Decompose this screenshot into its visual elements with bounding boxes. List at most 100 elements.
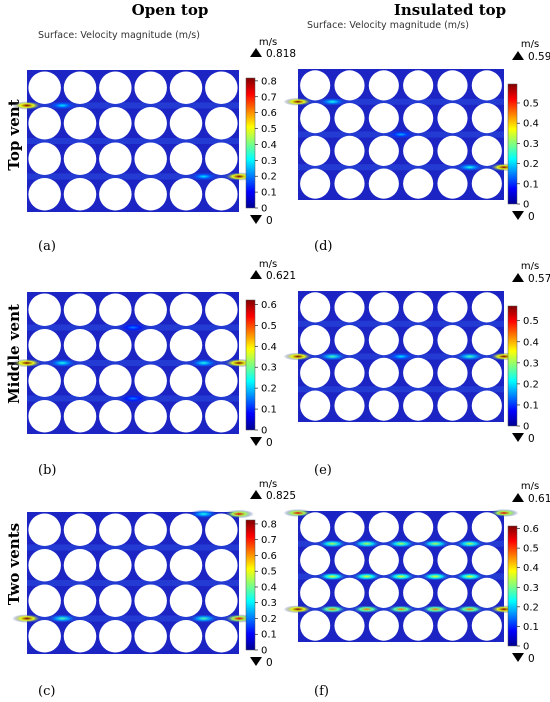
colorbar-tick-label-b: 0.5 bbox=[261, 321, 277, 332]
row-label-top-vent: Top vent bbox=[5, 99, 23, 171]
tube-d bbox=[300, 168, 331, 199]
velocity-hotspot-e bbox=[386, 352, 416, 361]
colorbar-tick-label-a: 0.8 bbox=[261, 76, 277, 87]
colorbar-tick-label-c: 0.5 bbox=[261, 567, 277, 578]
tube-b bbox=[205, 364, 238, 398]
colorbar-tick-label-f: 0.5 bbox=[523, 544, 539, 555]
colorbar-min-d: 0 bbox=[528, 211, 535, 223]
max-triangle-icon bbox=[512, 493, 524, 502]
max-triangle-icon bbox=[512, 273, 524, 282]
colorbar-tick-label-e: 0.2 bbox=[523, 379, 539, 390]
colorbar-tick-label-a: 0.6 bbox=[261, 108, 277, 119]
tube-a bbox=[134, 106, 167, 140]
colorbar-unit-b: m/s bbox=[259, 259, 277, 270]
tube-c bbox=[28, 513, 61, 547]
colorbar-tick-label-d: 0.3 bbox=[523, 139, 539, 150]
velocity-plot-b: m/s0.621 0 0.6 0.5 0.4 0.3 0.2 0.1 0 bbox=[12, 259, 296, 449]
velocity-hotspot-f bbox=[317, 539, 347, 548]
tube-b bbox=[134, 364, 167, 398]
tube-a bbox=[28, 71, 61, 105]
flow-channel-c bbox=[27, 615, 239, 622]
velocity-hotspot-f bbox=[317, 572, 347, 581]
tube-d bbox=[437, 70, 468, 101]
colorbar-unit-d: m/s bbox=[521, 39, 539, 50]
tube-d bbox=[403, 70, 434, 101]
velocity-hotspot-a bbox=[12, 101, 42, 110]
colorbar-tick-label-a: 0 bbox=[261, 204, 267, 215]
tube-c bbox=[205, 619, 238, 653]
tube-e bbox=[368, 390, 399, 421]
tube-f bbox=[368, 610, 399, 641]
tube-e bbox=[471, 292, 502, 323]
colorbar-min-c: 0 bbox=[266, 657, 273, 669]
tube-d bbox=[403, 135, 434, 166]
colorbar-tick-label-e: 0.3 bbox=[523, 358, 539, 369]
colorbar-tick-label-b: 0 bbox=[261, 426, 267, 437]
colorbar-unit-c: m/s bbox=[259, 479, 277, 490]
flow-channel-a bbox=[27, 102, 239, 109]
velocity-hotspot-b bbox=[47, 358, 78, 368]
tube-d bbox=[368, 70, 399, 101]
flow-channel-e bbox=[298, 386, 504, 393]
tube-a bbox=[63, 142, 97, 176]
tube-f bbox=[368, 545, 399, 576]
tube-a bbox=[169, 71, 203, 105]
velocity-hotspot-c bbox=[47, 614, 78, 623]
velocity-plot-c: m/s0.825 0 0.8 0.7 0.6 0.5 0.4 0.3 0.2 0.1 0 bbox=[12, 479, 296, 669]
colorbar-max-e: 0.57 bbox=[528, 273, 550, 285]
tube-f bbox=[334, 512, 365, 543]
tube-e bbox=[334, 390, 365, 421]
velocity-plot-a: m/s0.818 0 0.8 0.7 0.6 0.5 0.4 0.3 0.2 0.1 0 bbox=[12, 37, 296, 227]
tube-f bbox=[368, 512, 399, 543]
tube-c bbox=[99, 513, 132, 547]
tube-c bbox=[134, 619, 167, 653]
colorbar-tick-label-e: 0.5 bbox=[523, 316, 539, 327]
flow-channel-c bbox=[27, 580, 239, 586]
max-triangle-icon bbox=[250, 48, 262, 57]
velocity-hotspot-b bbox=[118, 394, 148, 403]
flow-channel-d bbox=[298, 98, 504, 105]
colorbar-tick-label-c: 0.2 bbox=[261, 614, 277, 625]
colorbar-tick-label-a: 0.5 bbox=[261, 124, 277, 135]
tube-e bbox=[437, 390, 468, 421]
tube-c bbox=[134, 513, 167, 547]
colorbar-tick-label-d: 0 bbox=[523, 200, 529, 211]
tube-a bbox=[63, 106, 97, 140]
panel-letter-a: (a) bbox=[38, 239, 56, 254]
tube-b bbox=[169, 364, 203, 398]
velocity-hotspot-f bbox=[352, 539, 382, 548]
tube-a bbox=[134, 177, 167, 211]
tube-e bbox=[403, 325, 434, 356]
velocity-hotspot-f bbox=[489, 509, 519, 517]
tube-c bbox=[28, 548, 61, 582]
colorbar-tick-label-d: 0.4 bbox=[523, 119, 539, 130]
tube-e bbox=[300, 325, 331, 356]
tube-b bbox=[134, 293, 167, 327]
colorbar-min-a: 0 bbox=[266, 215, 273, 227]
panel-letter-d: (d) bbox=[314, 239, 333, 254]
tube-e bbox=[368, 325, 399, 356]
min-triangle-icon bbox=[250, 657, 262, 666]
colorbar-tick-label-f: 0.3 bbox=[523, 583, 539, 594]
tube-a bbox=[134, 71, 167, 105]
tube-f bbox=[300, 610, 331, 641]
tube-b bbox=[169, 328, 203, 362]
tube-e bbox=[300, 390, 331, 421]
tube-b bbox=[63, 399, 97, 433]
tube-b bbox=[134, 399, 167, 433]
tube-d bbox=[334, 70, 365, 101]
colorbar-tick-label-e: 0.1 bbox=[523, 400, 539, 411]
tube-a bbox=[205, 71, 238, 105]
tube-b bbox=[169, 399, 203, 433]
tube-b bbox=[63, 364, 97, 398]
velocity-hotspot-b bbox=[118, 323, 148, 332]
tube-a bbox=[99, 142, 132, 176]
colorbar-tick-label-c: 0.4 bbox=[261, 582, 277, 593]
tube-f bbox=[403, 577, 434, 608]
tube-f bbox=[437, 610, 468, 641]
colorbar-tick-label-e: 0 bbox=[523, 422, 529, 433]
tube-f bbox=[300, 545, 331, 576]
panel-letter-e: (e) bbox=[314, 463, 332, 478]
colorbar-tick-label-a: 0.4 bbox=[261, 140, 277, 151]
velocity-hotspot-a bbox=[47, 101, 78, 110]
